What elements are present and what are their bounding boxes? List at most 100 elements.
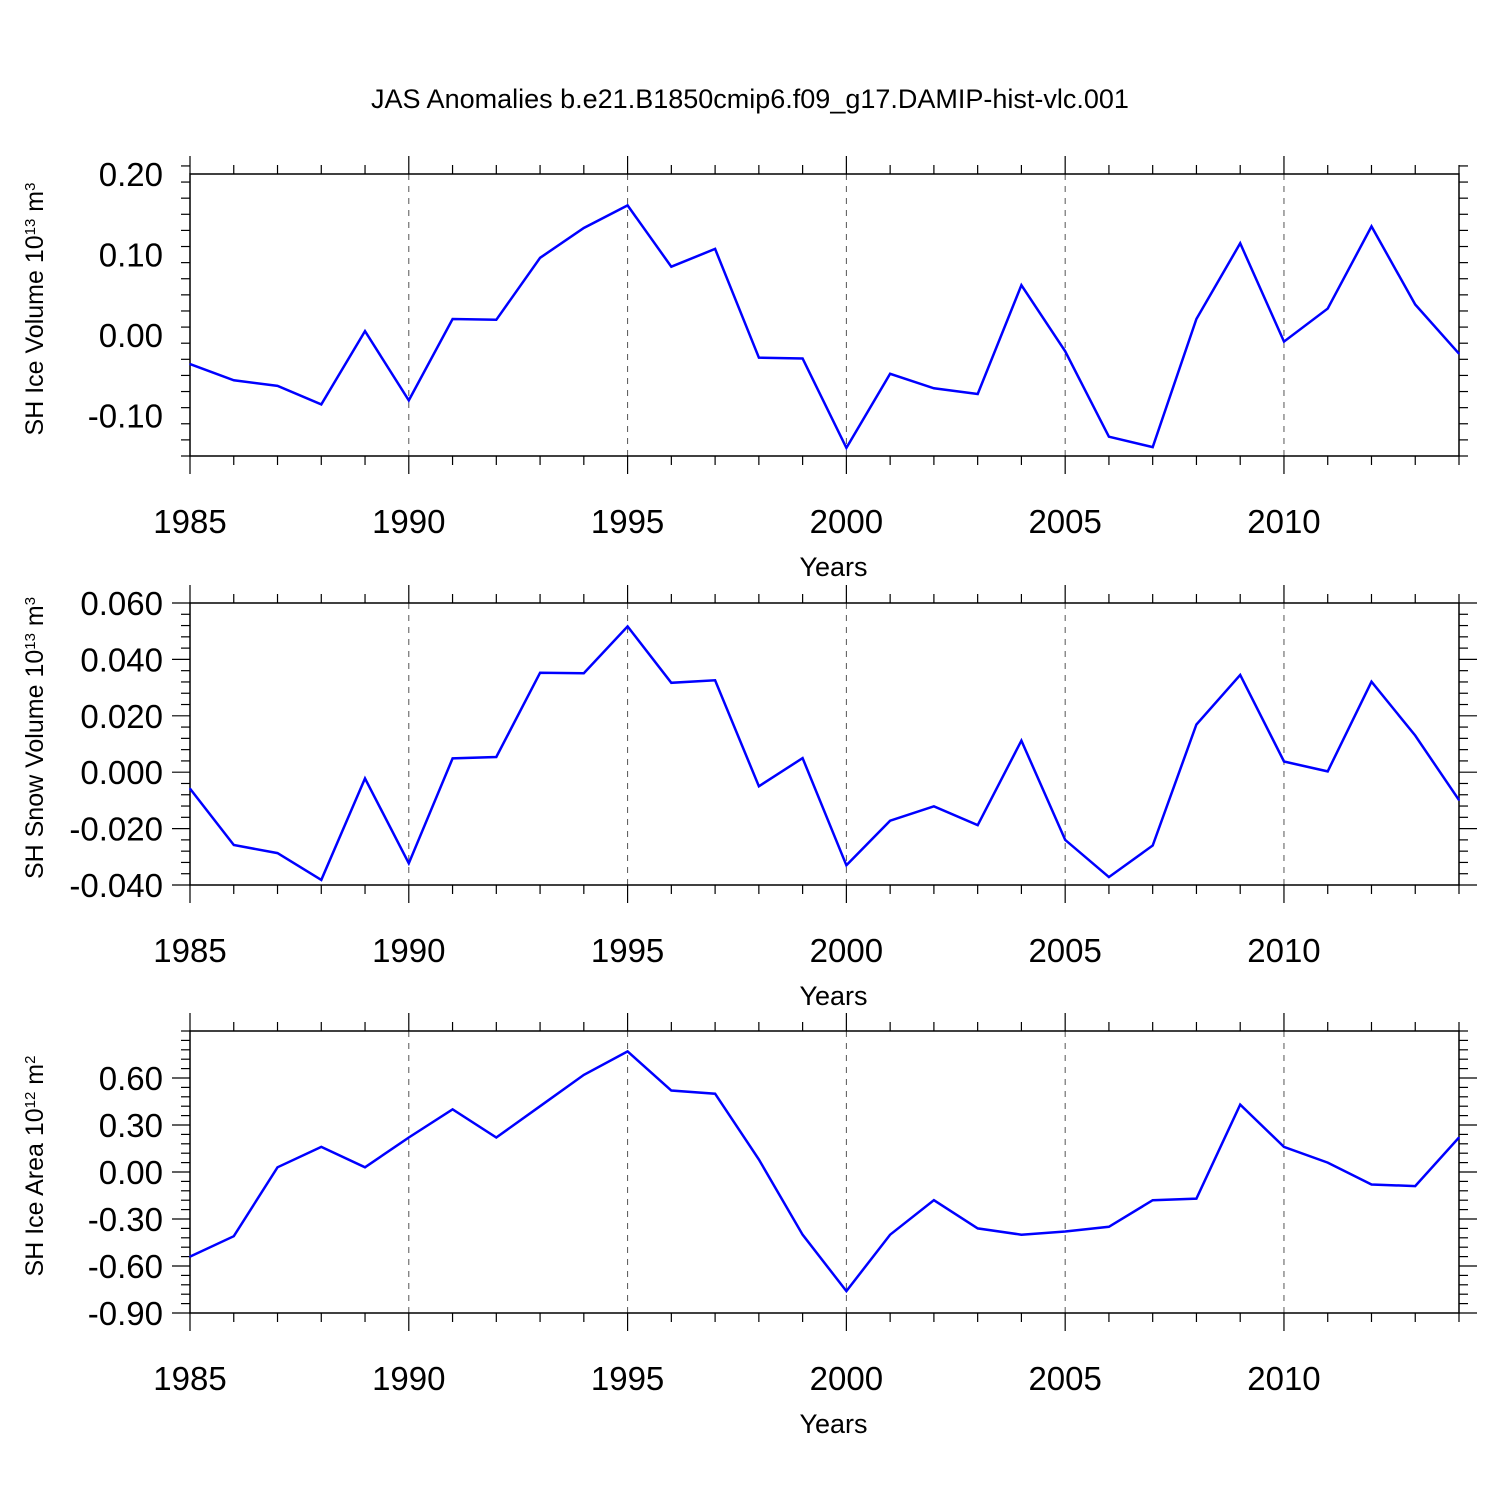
data-point bbox=[801, 1233, 804, 1236]
data-point bbox=[626, 1050, 629, 1053]
y-axis-label-exponent: 12 bbox=[22, 1092, 39, 1109]
x-tick-label: 1985 bbox=[153, 932, 226, 969]
data-point bbox=[1326, 307, 1329, 310]
data-point bbox=[1283, 760, 1285, 763]
data-point bbox=[1370, 225, 1373, 228]
y-tick-label: 0.00 bbox=[99, 1154, 163, 1191]
y-tick-label: -0.040 bbox=[69, 867, 163, 904]
data-point bbox=[407, 1136, 410, 1139]
data-point bbox=[320, 879, 323, 881]
chart-panel-3: 1985 1990 1995 2000 2005 2010 Years 0.60 0.30 0.0… bbox=[21, 1013, 1477, 1439]
data-point bbox=[889, 1233, 891, 1236]
y-axis-label-unit: m bbox=[21, 1064, 49, 1092]
chart-panel-1: 1985 1990 1995 2000 2005 2010 Years 0.20 0.10 0.0… bbox=[21, 156, 1468, 582]
data-point bbox=[889, 819, 891, 822]
data-point bbox=[583, 227, 585, 229]
data-point bbox=[451, 757, 454, 760]
y-tick-label: 0.60 bbox=[99, 1060, 163, 1097]
y-tick-label: 0.060 bbox=[80, 585, 163, 622]
x-tick-label: 2005 bbox=[1028, 932, 1101, 969]
data-point bbox=[1064, 1230, 1066, 1233]
data-point bbox=[758, 356, 760, 359]
data-point bbox=[276, 385, 279, 387]
data-point bbox=[1239, 242, 1242, 245]
x-tick-label: 2005 bbox=[1028, 503, 1101, 540]
y-axis-label-text: SH Ice Area 10 bbox=[21, 1108, 49, 1276]
data-point bbox=[1326, 770, 1329, 773]
data-point bbox=[1108, 435, 1110, 438]
x-axis-label: Years bbox=[799, 552, 867, 582]
x-tick-label: 2005 bbox=[1028, 1360, 1101, 1397]
data-point bbox=[407, 399, 410, 402]
data-point bbox=[364, 777, 366, 780]
data-point bbox=[976, 393, 979, 395]
data-point bbox=[845, 1290, 848, 1292]
data-point bbox=[1108, 1226, 1110, 1228]
data-point bbox=[1414, 1185, 1417, 1187]
data-point bbox=[1195, 318, 1198, 320]
x-tick-label: 1995 bbox=[591, 503, 664, 540]
y-axis-label-text: SH Ice Volume 10 bbox=[21, 235, 49, 435]
data-point bbox=[407, 862, 410, 865]
data-point bbox=[1414, 303, 1417, 306]
y-tick-label: -0.10 bbox=[88, 398, 163, 435]
data-point bbox=[232, 844, 235, 846]
x-tick-label: 2010 bbox=[1247, 503, 1320, 540]
data-point bbox=[889, 373, 891, 375]
data-point bbox=[189, 1255, 191, 1258]
x-tick-label: 1990 bbox=[372, 503, 445, 540]
data-point bbox=[451, 318, 454, 320]
data-point bbox=[1151, 844, 1154, 847]
data-point bbox=[1458, 352, 1460, 355]
data-point bbox=[539, 256, 541, 259]
data-point bbox=[1064, 839, 1066, 841]
x-tick-label: 2000 bbox=[810, 503, 883, 540]
data-point bbox=[845, 447, 848, 449]
data-point bbox=[626, 204, 629, 207]
y-axis-label-text: SH Snow Volume 10 bbox=[21, 650, 49, 879]
data-point bbox=[626, 625, 629, 628]
data-point bbox=[189, 787, 191, 790]
y-axis-label-unit-exponent: 2 bbox=[22, 1056, 39, 1064]
data-point bbox=[451, 1108, 454, 1111]
data-point bbox=[495, 756, 498, 758]
y-tick-label: -0.60 bbox=[88, 1248, 163, 1285]
y-tick-label: 0.20 bbox=[99, 156, 163, 193]
y-tick-label: -0.30 bbox=[88, 1201, 163, 1238]
data-point bbox=[1108, 876, 1110, 878]
series-line bbox=[189, 203, 1460, 451]
data-point bbox=[976, 1227, 979, 1230]
data-point bbox=[933, 805, 935, 808]
data-point bbox=[320, 1146, 323, 1148]
y-tick-label: 0.020 bbox=[80, 698, 163, 735]
data-point bbox=[801, 757, 804, 759]
data-point bbox=[670, 682, 673, 684]
y-tick-label: -0.020 bbox=[69, 811, 163, 848]
data-point bbox=[583, 672, 585, 675]
data-point bbox=[276, 852, 279, 854]
data-point bbox=[758, 1158, 760, 1161]
data-point bbox=[1020, 739, 1023, 742]
data-point bbox=[539, 1105, 541, 1107]
series-line bbox=[189, 624, 1461, 882]
data-point bbox=[1020, 1233, 1023, 1236]
series-line bbox=[189, 1049, 1460, 1294]
x-axis-label: Years bbox=[799, 981, 867, 1011]
y-axis-label: SH Ice Volume 1013 m3 bbox=[21, 183, 49, 436]
data-point bbox=[1151, 1199, 1154, 1201]
data-point bbox=[1370, 1183, 1373, 1186]
x-tick-label: 1995 bbox=[591, 1360, 664, 1397]
x-axis-label: Years bbox=[799, 1409, 867, 1439]
data-point bbox=[1239, 674, 1242, 676]
data-point bbox=[583, 1074, 585, 1076]
data-point bbox=[1370, 680, 1373, 683]
data-point bbox=[1458, 1136, 1460, 1139]
data-point bbox=[276, 1166, 279, 1169]
y-axis-label-unit: m bbox=[21, 605, 49, 633]
y-axis-label-unit-exponent: 3 bbox=[22, 183, 39, 191]
data-point bbox=[1458, 799, 1460, 801]
y-axis-label-unit: m bbox=[21, 191, 49, 219]
data-point bbox=[232, 379, 235, 382]
